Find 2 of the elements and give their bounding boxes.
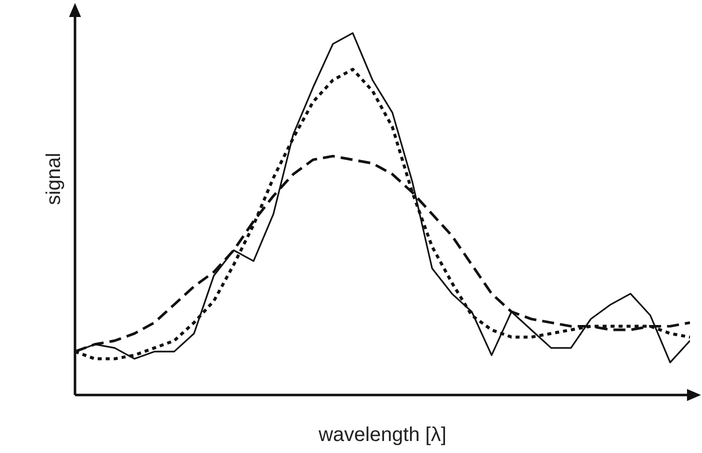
- y-axis-title: signal: [43, 152, 66, 205]
- x-axis-title: wavelength [λ]: [318, 424, 446, 446]
